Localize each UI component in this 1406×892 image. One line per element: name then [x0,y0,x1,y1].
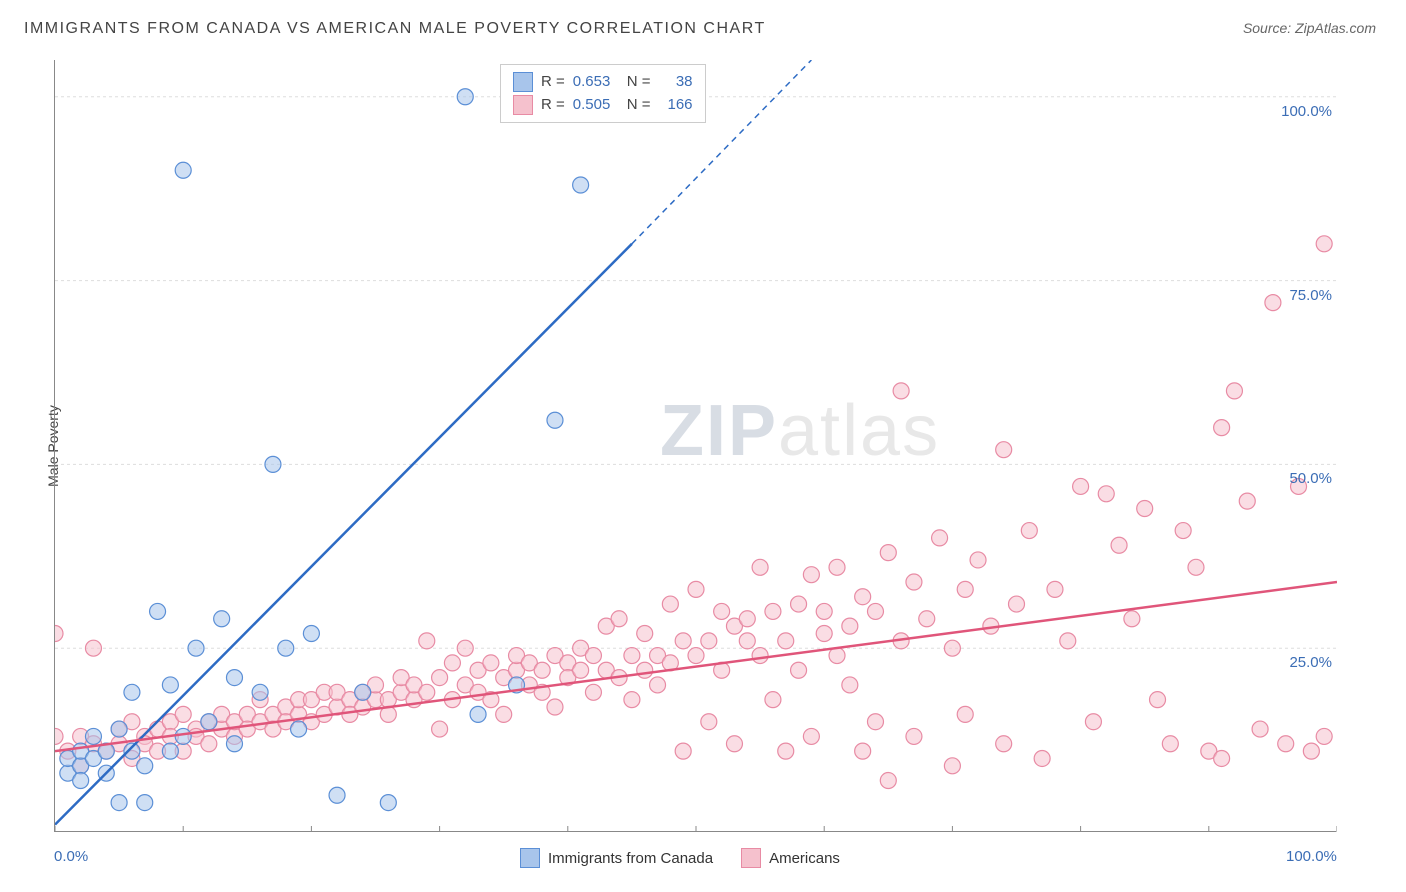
source-attribution: Source: ZipAtlas.com [1243,20,1376,36]
y-tick-label: 25.0% [1266,654,1332,671]
y-tick-label: 50.0% [1266,470,1332,487]
stat-r-value: 0.505 [573,94,619,117]
y-tick-label: 75.0% [1266,287,1332,304]
legend-swatch [513,95,533,115]
legend-swatch [513,72,533,92]
legend-item: Americans [741,848,840,868]
y-tick-label: 100.0% [1266,103,1332,120]
correlation-stats-legend: R = 0.653 N = 38 R = 0.505 N = 166 [500,64,706,123]
chart-title: IMMIGRANTS FROM CANADA VS AMERICAN MALE … [24,20,766,38]
x-tick-label: 100.0% [1286,848,1337,865]
stat-r-value: 0.653 [573,71,619,94]
stat-n-label: N = [627,94,651,117]
x-tick-label: 0.0% [54,848,88,865]
stat-n-label: N = [627,71,651,94]
legend-label: Immigrants from Canada [548,850,713,867]
legend-swatch [520,848,540,868]
stat-r-label: R = [541,94,565,117]
legend-item: Immigrants from Canada [520,848,713,868]
stat-n-value: 38 [659,71,693,94]
legend-swatch [741,848,761,868]
legend-label: Americans [769,850,840,867]
stat-n-value: 166 [659,94,693,117]
plot-area [54,60,1336,832]
stats-row: R = 0.505 N = 166 [513,94,693,117]
stats-row: R = 0.653 N = 38 [513,71,693,94]
series-legend: Immigrants from Canada Americans [520,848,840,868]
stat-r-label: R = [541,71,565,94]
